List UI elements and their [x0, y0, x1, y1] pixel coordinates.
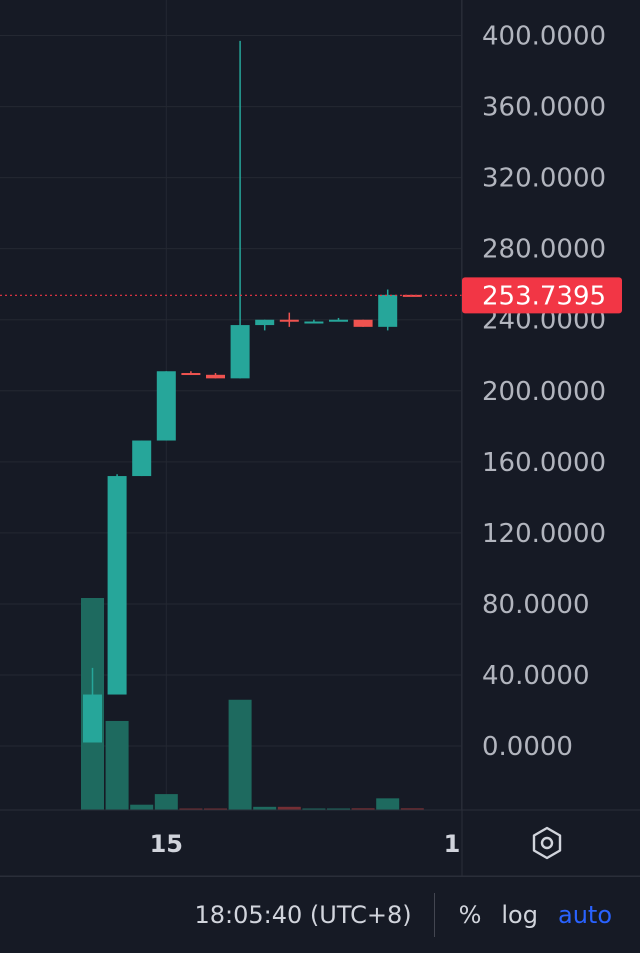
volume-bar [400, 808, 424, 810]
price-tick-label: 360.0000 [482, 93, 606, 123]
log-scale-button[interactable]: log [501, 901, 538, 929]
last-price-value: 253.7395 [482, 281, 606, 311]
candle [230, 40, 250, 379]
candle [181, 371, 201, 376]
volume-bar [327, 808, 350, 810]
time-axis[interactable]: 15 1 [150, 830, 461, 858]
price-chart[interactable]: 400.0000360.0000320.0000280.0000240.0000… [0, 0, 640, 876]
volume-bar [204, 808, 227, 810]
volume-bars [81, 598, 424, 810]
candle-body [181, 373, 201, 376]
candle [329, 317, 348, 322]
candle [83, 667, 102, 743]
volume-bar [277, 806, 301, 810]
price-axis[interactable]: 400.0000360.0000320.0000280.0000240.0000… [482, 22, 606, 763]
volume-bar [253, 806, 277, 810]
candle [132, 440, 152, 477]
candle-body [279, 319, 299, 322]
auto-scale-button[interactable]: auto [557, 901, 612, 929]
clock-readout: 18:05:40 (UTC+8) [194, 901, 412, 929]
candle-body [230, 325, 250, 379]
price-tick-label: 80.0000 [482, 590, 590, 620]
candle-body [378, 294, 398, 327]
price-tick-label: 40.0000 [482, 661, 590, 691]
price-tick-label: 120.0000 [482, 519, 606, 549]
grid-lines [0, 0, 462, 810]
candle [304, 319, 324, 324]
candle-body [206, 374, 225, 379]
volume-bar [228, 699, 252, 810]
candles [83, 40, 422, 743]
candle [353, 319, 373, 327]
volume-bar [302, 808, 326, 810]
percent-scale-button[interactable]: % [458, 901, 482, 929]
volume-bar [376, 798, 400, 810]
candle-body [107, 476, 127, 695]
price-tick-label: 320.0000 [482, 164, 606, 194]
candle-body [329, 319, 348, 322]
time-tick-label: 1 [444, 830, 461, 858]
volume-bar [105, 720, 129, 810]
candle-body [402, 294, 422, 297]
toolbar-separator [433, 893, 435, 937]
candle [378, 289, 398, 331]
candle-body [156, 371, 176, 441]
volume-bar [130, 804, 154, 810]
last-price-tag-bg [462, 277, 622, 314]
candle [156, 371, 176, 441]
volume-bar [154, 794, 178, 810]
price-tick-label: 160.0000 [482, 448, 606, 478]
last-price-tag: 253.7395 [462, 277, 622, 314]
time-tick-label: 15 [150, 830, 183, 858]
candle [402, 294, 422, 297]
price-tick-label: 0.0000 [482, 732, 573, 762]
candle-body [304, 321, 324, 324]
candle-body [353, 319, 373, 327]
candle-body [132, 440, 152, 477]
candle [206, 373, 225, 379]
candle [107, 474, 127, 695]
candle-body [83, 694, 102, 743]
volume-bar [351, 808, 375, 810]
price-tick-label: 280.0000 [482, 235, 606, 265]
price-tick-label: 400.0000 [482, 22, 606, 52]
settings-icon[interactable] [532, 826, 562, 860]
candle [279, 312, 299, 327]
bottom-toolbar: 18:05:40 (UTC+8) % log auto [0, 876, 640, 953]
candle [255, 319, 275, 331]
candle-body [255, 319, 275, 326]
volume-bar [179, 808, 203, 810]
price-tick-label: 200.0000 [482, 377, 606, 407]
